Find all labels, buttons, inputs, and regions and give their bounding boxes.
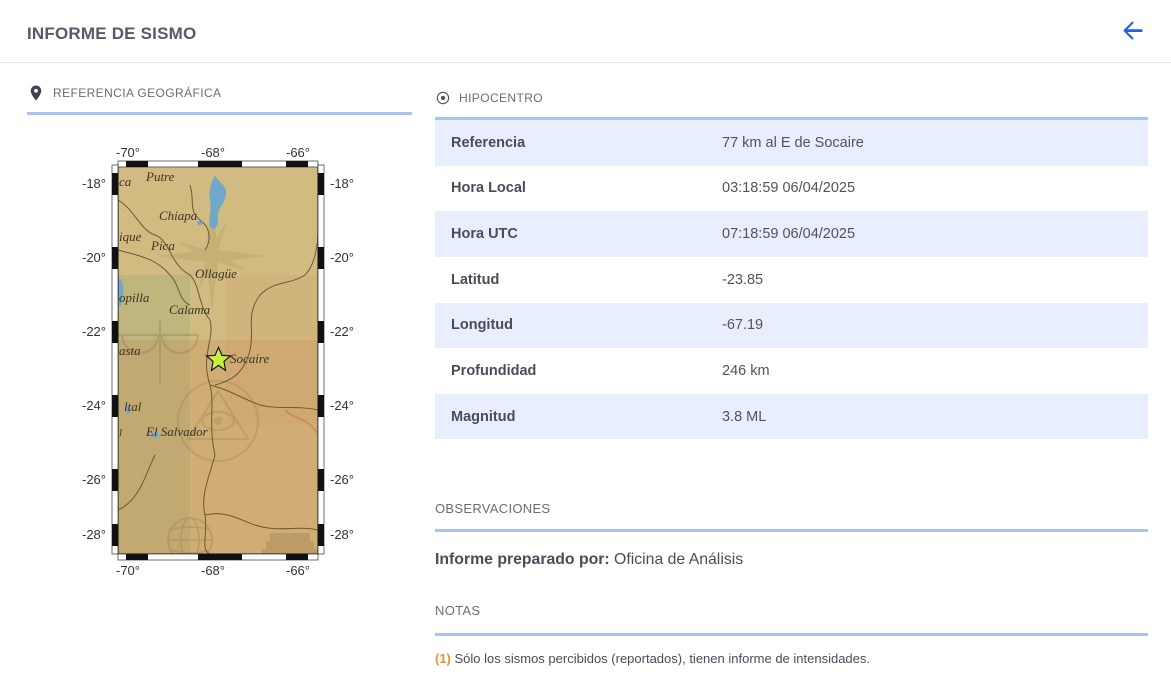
svg-text:Ollagüe: Ollagüe [195, 266, 237, 281]
svg-text:-20°: -20° [330, 250, 354, 265]
svg-text:-68°: -68° [201, 563, 225, 578]
svg-text:-28°: -28° [82, 527, 106, 542]
svg-text:ique: ique [119, 229, 142, 244]
svg-text:-18°: -18° [82, 176, 106, 191]
svg-text:Pica: Pica [150, 238, 175, 253]
svg-text:-18°: -18° [330, 176, 354, 191]
svg-text:Calama: Calama [169, 302, 211, 317]
svg-text:-66°: -66° [286, 145, 310, 160]
svg-text:asta: asta [119, 343, 141, 358]
svg-text:-24°: -24° [330, 398, 354, 413]
svg-text:-68°: -68° [201, 145, 225, 160]
svg-text:-70°: -70° [116, 563, 140, 578]
svg-text:-28°: -28° [330, 527, 354, 542]
svg-text:El Salvador: El Salvador [145, 424, 209, 439]
svg-text:-22°: -22° [82, 324, 106, 339]
svg-text:Putre: Putre [145, 169, 175, 184]
svg-text:l: l [119, 427, 122, 439]
svg-text:-70°: -70° [116, 145, 140, 160]
svg-text:-22°: -22° [330, 324, 354, 339]
svg-text:-26°: -26° [330, 472, 354, 487]
svg-text:-20°: -20° [82, 250, 106, 265]
svg-text:-26°: -26° [82, 472, 106, 487]
svg-text:opilla: opilla [119, 290, 150, 305]
svg-text:ca: ca [119, 174, 132, 189]
svg-text:-24°: -24° [82, 398, 106, 413]
svg-text:ltal: ltal [124, 399, 142, 414]
svg-text:Socaire: Socaire [230, 351, 269, 366]
svg-text:-66°: -66° [286, 563, 310, 578]
svg-text:Chiapa: Chiapa [159, 208, 198, 223]
